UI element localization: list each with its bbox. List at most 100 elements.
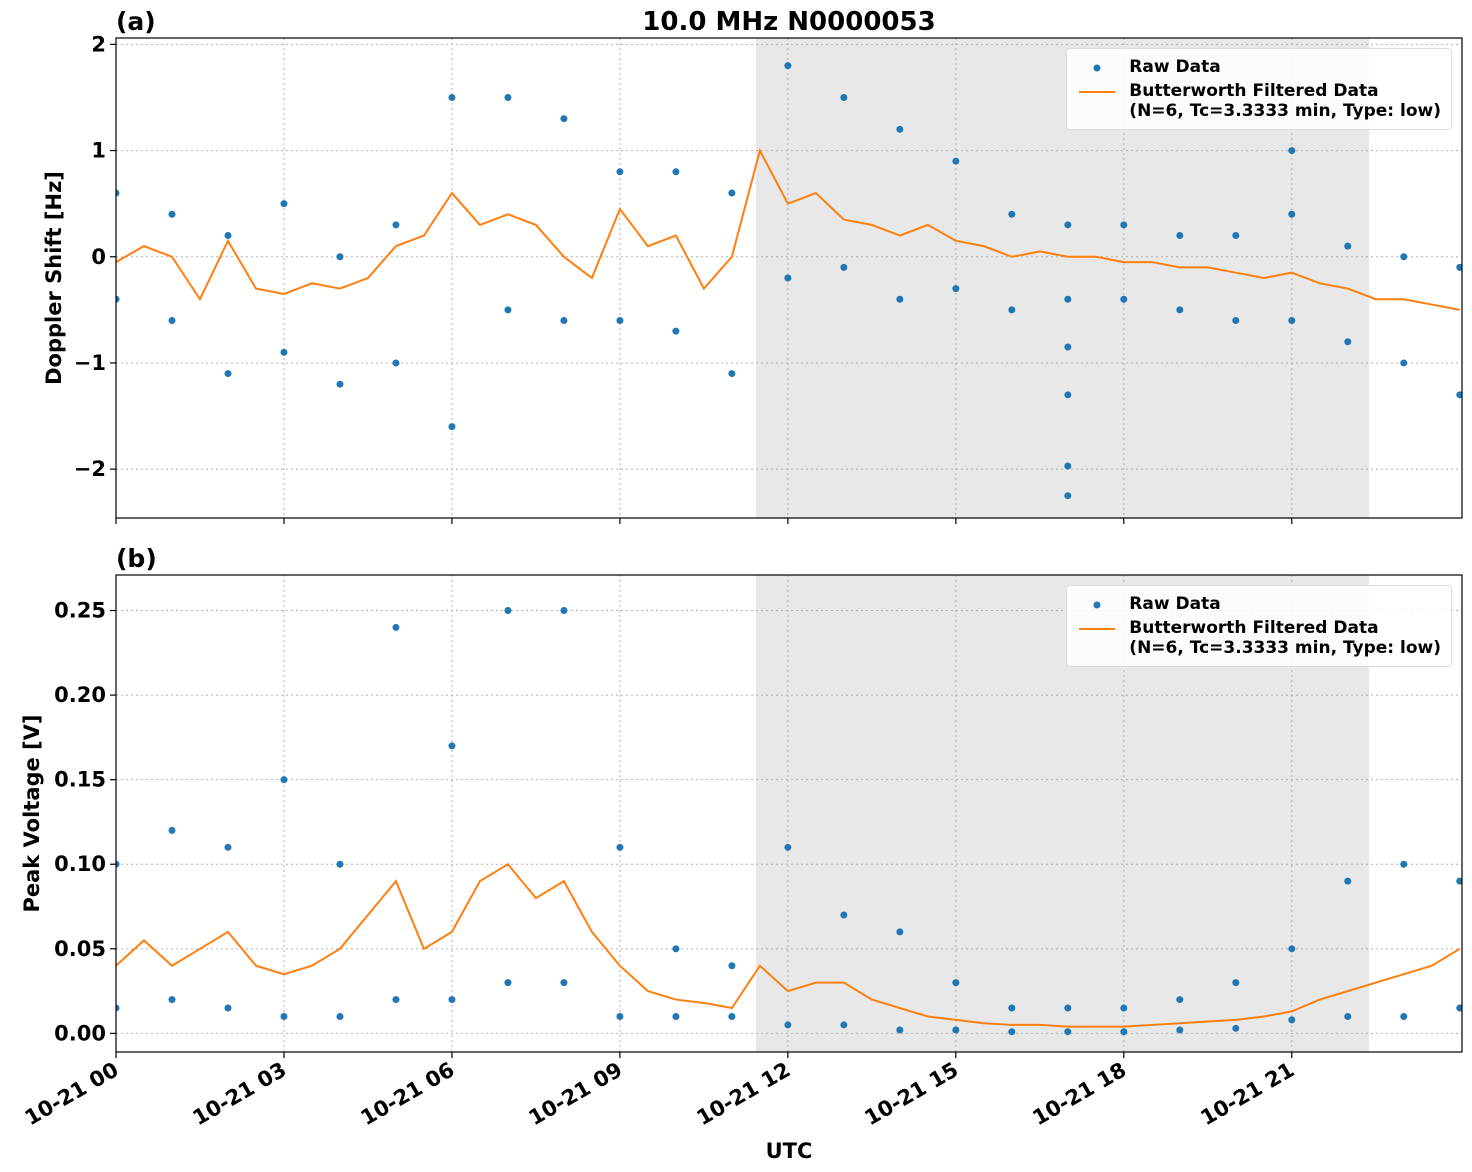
raw-point bbox=[224, 232, 232, 240]
raw-point bbox=[504, 979, 512, 987]
raw-point bbox=[336, 1012, 344, 1020]
raw-point bbox=[1232, 232, 1240, 240]
raw-point bbox=[784, 843, 792, 851]
raw-point bbox=[280, 776, 288, 784]
raw-point bbox=[1400, 253, 1408, 261]
raw-point bbox=[1232, 316, 1240, 324]
raw-point bbox=[448, 742, 456, 750]
legend-entry: Butterworth Filtered Data (N=6, Tc=3.333… bbox=[1077, 618, 1441, 658]
raw-point bbox=[1232, 979, 1240, 987]
y-tick-label: 0.25 bbox=[54, 599, 106, 623]
raw-point bbox=[1400, 860, 1408, 868]
raw-point bbox=[504, 306, 512, 314]
filtered-line bbox=[116, 862, 1461, 1028]
raw-point bbox=[1064, 462, 1072, 470]
raw-point bbox=[952, 285, 960, 293]
raw-point bbox=[1344, 877, 1352, 885]
raw-point bbox=[672, 327, 680, 335]
raw-point bbox=[1288, 210, 1296, 218]
raw-point bbox=[1120, 1004, 1128, 1012]
raw-point bbox=[728, 189, 736, 197]
raw-point bbox=[1344, 242, 1352, 250]
raw-point bbox=[1456, 263, 1462, 271]
legend-swatch bbox=[1093, 64, 1101, 72]
raw-point bbox=[168, 826, 176, 834]
raw-point bbox=[1064, 295, 1072, 303]
raw-point bbox=[952, 979, 960, 987]
raw-point bbox=[1400, 359, 1408, 367]
raw-point bbox=[504, 607, 512, 615]
raw-point bbox=[1008, 210, 1016, 218]
legend-entry: Butterworth Filtered Data (N=6, Tc=3.333… bbox=[1077, 81, 1441, 121]
raw-point bbox=[1008, 1028, 1016, 1036]
raw-point bbox=[840, 263, 848, 271]
raw-point bbox=[560, 607, 568, 615]
raw-point bbox=[784, 62, 792, 70]
legend-entry: Raw Data bbox=[1077, 594, 1441, 616]
raw-point bbox=[1176, 306, 1184, 314]
legend-marker bbox=[1093, 601, 1101, 609]
raw-point bbox=[392, 221, 400, 229]
raw-point bbox=[896, 1026, 904, 1034]
raw-point bbox=[616, 316, 624, 324]
x-tick-label: 10-21 03 bbox=[189, 1058, 291, 1131]
raw-point bbox=[560, 115, 568, 123]
x-axis-label: UTC bbox=[766, 1139, 813, 1163]
legend-label: Butterworth Filtered Data (N=6, Tc=3.333… bbox=[1129, 81, 1441, 121]
raw-point bbox=[280, 1012, 288, 1020]
raw-point bbox=[116, 189, 120, 197]
raw-point bbox=[392, 996, 400, 1004]
raw-point bbox=[672, 1012, 680, 1020]
legend-label: Raw Data bbox=[1129, 57, 1221, 77]
x-tick-label: 10-21 12 bbox=[693, 1058, 795, 1131]
raw-point bbox=[392, 359, 400, 367]
y-tick-label: 0.15 bbox=[54, 768, 106, 792]
raw-point bbox=[280, 348, 288, 356]
y-tick-label: 0.20 bbox=[54, 683, 106, 707]
raw-point bbox=[728, 370, 736, 378]
raw-point bbox=[840, 1021, 848, 1029]
legend-entry: Raw Data bbox=[1077, 57, 1441, 79]
legend-label: Raw Data bbox=[1129, 594, 1221, 614]
raw-point bbox=[392, 623, 400, 631]
raw-point bbox=[1064, 1004, 1072, 1012]
x-tick-label: 10-21 15 bbox=[861, 1058, 963, 1131]
raw-point bbox=[336, 860, 344, 868]
legend-key bbox=[1077, 81, 1117, 103]
raw-point bbox=[168, 316, 176, 324]
raw-point bbox=[896, 125, 904, 133]
raw-point bbox=[840, 93, 848, 101]
raw-point bbox=[560, 316, 568, 324]
raw-point bbox=[1008, 1004, 1016, 1012]
raw-point bbox=[1176, 1026, 1184, 1034]
raw-point bbox=[1400, 1012, 1408, 1020]
raw-point bbox=[1288, 1016, 1296, 1024]
y-tick-label: 0.00 bbox=[54, 1021, 106, 1045]
raw-point bbox=[280, 200, 288, 208]
raw-point bbox=[1456, 877, 1462, 885]
legend: Raw Data Butterworth Filtered Data (N=6, … bbox=[1066, 48, 1452, 130]
y-tick-label: 0.05 bbox=[54, 937, 106, 961]
raw-point bbox=[1232, 1024, 1240, 1032]
raw-point bbox=[672, 168, 680, 176]
raw-point bbox=[952, 1026, 960, 1034]
raw-point bbox=[224, 370, 232, 378]
x-tick-label: 10-21 21 bbox=[1196, 1058, 1298, 1131]
raw-point bbox=[1288, 316, 1296, 324]
y-tick-label: −1 bbox=[74, 351, 106, 375]
raw-point bbox=[448, 93, 456, 101]
raw-point bbox=[168, 210, 176, 218]
raw-point bbox=[116, 1004, 120, 1012]
y-tick-label: 0.10 bbox=[54, 852, 106, 876]
raw-point bbox=[616, 168, 624, 176]
y-tick-label: 0 bbox=[91, 245, 106, 269]
raw-point bbox=[448, 423, 456, 431]
plot-area bbox=[116, 607, 1462, 1036]
x-tick-label: 10-21 06 bbox=[357, 1058, 459, 1131]
y-tick-label: 2 bbox=[91, 32, 106, 56]
y-axis-label: Peak Voltage [V] bbox=[20, 714, 44, 912]
raw-point bbox=[504, 93, 512, 101]
raw-point bbox=[1120, 1028, 1128, 1036]
legend-key bbox=[1077, 594, 1117, 616]
raw-point bbox=[1176, 232, 1184, 240]
